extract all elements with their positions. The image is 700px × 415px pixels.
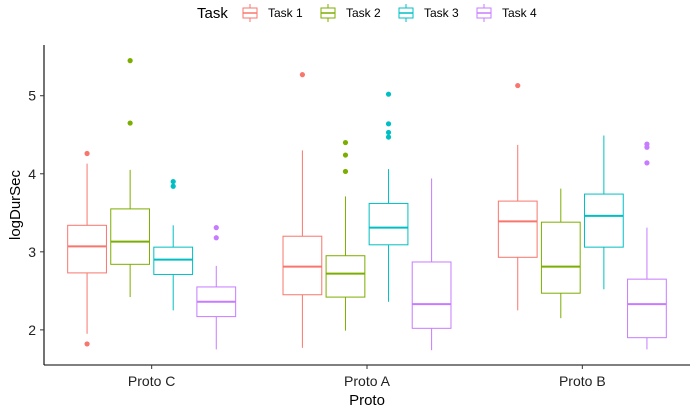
- outlier-point: [170, 183, 176, 189]
- x-tick-label: Proto C: [128, 373, 175, 389]
- box-iqr: [282, 235, 323, 296]
- outlier-point: [644, 144, 650, 150]
- outlier-point: [385, 134, 392, 140]
- box-task-3-proto-c: [153, 178, 194, 311]
- outlier-point: [127, 58, 133, 64]
- outlier-point: [299, 72, 305, 78]
- box-iqr: [540, 221, 581, 294]
- outlier-point: [385, 129, 392, 136]
- box-task-4-proto-a: [411, 178, 452, 351]
- outlier-point: [213, 225, 219, 231]
- box-task-2-proto-b: [540, 188, 581, 319]
- outlier-point: [342, 152, 349, 158]
- outlier-point: [385, 121, 392, 127]
- box-task-1-proto-a: [282, 72, 323, 348]
- outlier-point: [385, 91, 392, 97]
- outlier-point: [84, 341, 90, 347]
- box-iqr: [153, 246, 194, 275]
- legend-label: Task 3: [424, 6, 459, 20]
- box-iqr: [583, 193, 624, 248]
- outlier-point: [127, 120, 133, 126]
- y-tick-label: 2: [28, 322, 36, 338]
- box-iqr: [67, 224, 107, 274]
- legend-title: Task: [197, 5, 228, 22]
- y-tick-label: 3: [28, 244, 36, 260]
- y-ticks: 2 3 4 5: [28, 88, 44, 338]
- box-iqr: [411, 261, 452, 329]
- outlier-point: [342, 139, 349, 146]
- outlier-point: [515, 82, 521, 89]
- legend-item-task-1: Task 1: [242, 4, 303, 22]
- legend: Task Task 1 Task 2 Task 3 Task 4: [197, 4, 537, 22]
- box-iqr: [325, 255, 366, 298]
- legend-label: Task 4: [502, 6, 537, 20]
- x-axis-title: Proto: [349, 392, 385, 409]
- box-iqr: [110, 208, 151, 265]
- legend-label: Task 2: [346, 6, 381, 20]
- box-task-3-proto-a: [368, 91, 409, 302]
- outlier-point: [84, 150, 90, 157]
- box-task-4-proto-b: [627, 141, 667, 350]
- x-tick-label: Proto B: [559, 373, 606, 389]
- box-task-4-proto-c: [196, 225, 237, 350]
- x-tick-label: Proto A: [344, 373, 391, 389]
- box-task-1-proto-b: [497, 82, 538, 311]
- y-tick-label: 4: [28, 166, 36, 182]
- legend-label: Task 1: [268, 6, 303, 20]
- outlier-point: [342, 168, 349, 175]
- legend-item-task-2: Task 2: [320, 4, 381, 22]
- box-task-2-proto-c: [110, 58, 151, 298]
- box-task-2-proto-a: [325, 139, 366, 331]
- plot-area: [67, 58, 667, 351]
- box-iqr: [368, 202, 409, 246]
- legend-item-task-3: Task 3: [398, 4, 459, 22]
- box-iqr: [497, 200, 538, 258]
- x-ticks: Proto C Proto A Proto B: [128, 365, 606, 389]
- box-task-3-proto-b: [583, 135, 624, 290]
- outlier-point: [213, 235, 219, 241]
- box-task-1-proto-c: [67, 150, 107, 347]
- box-iqr: [627, 278, 667, 339]
- y-axis-title: logDurSec: [7, 169, 24, 240]
- legend-item-task-4: Task 4: [476, 4, 537, 22]
- outlier-point: [170, 178, 176, 185]
- outlier-point: [644, 160, 650, 166]
- y-tick-label: 5: [28, 88, 36, 104]
